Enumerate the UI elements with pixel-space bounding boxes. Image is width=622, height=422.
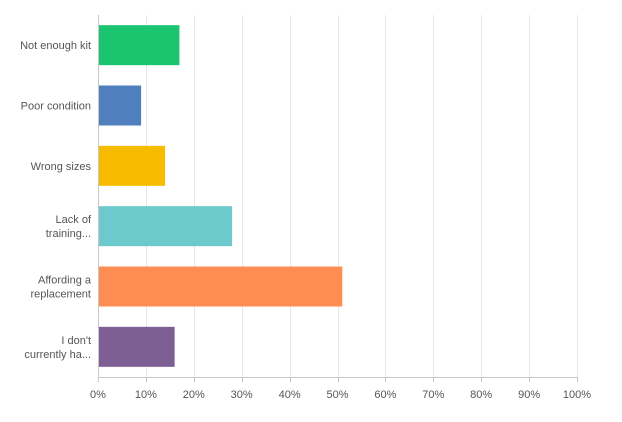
x-tick-label: 30% <box>231 389 253 401</box>
category-label: Affording a replacement <box>30 275 91 301</box>
bar <box>99 326 175 367</box>
x-tick-label: 10% <box>135 389 157 401</box>
bars <box>99 25 343 367</box>
bar <box>99 85 142 126</box>
bar <box>99 266 343 307</box>
bar <box>99 25 180 66</box>
x-tick-labels: 0% 10% 20% 30% 40% 50% 60% 70% 80% 90% 100% <box>90 389 591 401</box>
bar <box>99 206 233 247</box>
category-label: Poor condition <box>21 101 91 113</box>
x-tick-label: 20% <box>183 389 205 401</box>
x-tick-label: 50% <box>326 389 348 401</box>
x-tick-label: 80% <box>470 389 492 401</box>
category-label: I don't currently ha... <box>24 335 91 361</box>
x-tick-label: 40% <box>279 389 301 401</box>
category-label: Wrong sizes <box>31 161 92 173</box>
x-tick-label: 70% <box>422 389 444 401</box>
x-tick-label: 0% <box>90 389 106 401</box>
x-tick-label: 90% <box>518 389 540 401</box>
category-label: Lack of training... <box>46 214 92 240</box>
bar <box>99 145 166 186</box>
x-tick-label: 60% <box>374 389 396 401</box>
x-tick-label: 100% <box>563 389 591 401</box>
category-label: Not enough kit <box>20 40 91 52</box>
axes <box>98 15 578 382</box>
gridlines <box>146 15 578 377</box>
category-labels: Not enough kit Poor condition Wrong sizes L… <box>20 40 92 361</box>
